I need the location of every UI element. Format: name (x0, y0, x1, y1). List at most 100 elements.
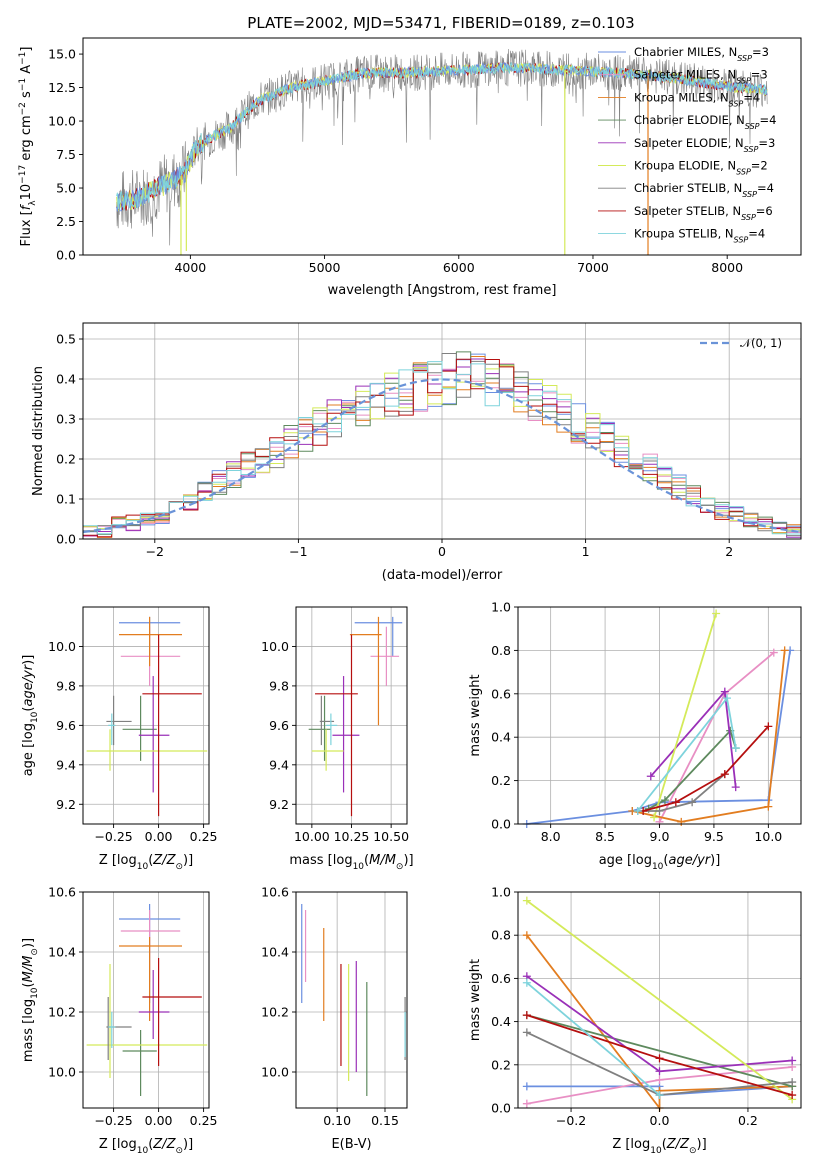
y-tick-label: 0.0 (56, 248, 76, 263)
y-tick-label: 7.5 (56, 147, 76, 162)
weight-line-kroupa-stelib (636, 695, 737, 812)
weight-marker (722, 694, 731, 703)
legend-label: Chabrier ELODIE, NSSP=4 (634, 113, 776, 131)
weight-marker (522, 896, 531, 905)
y-tick-label: 9.2 (269, 797, 289, 812)
weight-marker (764, 722, 773, 731)
x-tick-label: −0.25 (94, 1113, 132, 1128)
x-tick-label: 6000 (443, 260, 475, 275)
mass-weight-vs-age-plot: 8.0 8.5 9.0 9.5 10.0 0.0 0.2 0.4 0.6 0.8 1.0 age [l… (468, 600, 802, 872)
weight-marker (788, 1091, 797, 1100)
y-tick-label: 10.4 (261, 945, 289, 960)
weight-marker (720, 687, 729, 696)
weight-marker (712, 609, 721, 618)
weight-marker (522, 1028, 531, 1037)
y-tick-label: 9.4 (56, 757, 76, 772)
y-axis-label: Normed distribution (31, 366, 46, 496)
legend-label: Chabrier MILES, NSSP=3 (634, 45, 769, 63)
y-tick-label: 10.0 (48, 114, 76, 129)
plot-frame (82, 37, 802, 256)
y-tick-label: 0.0 (491, 817, 511, 832)
y-tick-label: 10.0 (48, 1065, 76, 1080)
x-tick-label: 7000 (577, 260, 609, 275)
weight-marker (655, 1075, 664, 1084)
plot-frame (82, 891, 210, 1109)
weight-marker (655, 1091, 664, 1100)
legend-label: Chabrier STELIB, NSSP=4 (634, 181, 774, 199)
weight-marker (660, 796, 669, 805)
weight-line-kroupa-miles (632, 650, 786, 823)
y-tick-label: 10.0 (261, 639, 289, 654)
x-tick-label: −1 (289, 544, 307, 559)
y-tick-label: 0.3 (56, 412, 76, 427)
x-axis-label: E(B-V) (331, 1137, 371, 1152)
y-tick-label: 5.0 (56, 181, 76, 196)
y-tick-label: 10.4 (48, 945, 76, 960)
x-tick-label: 8000 (711, 260, 743, 275)
y-axis-label: mass [log10(M/M⊙)] (21, 938, 40, 1062)
legend-label: Salpeter STELIB, NSSP=6 (634, 204, 773, 222)
x-tick-label: −2 (146, 544, 164, 559)
weight-line-salpeter-stelib (642, 725, 769, 812)
weight-marker (655, 806, 664, 815)
legend-normal-label: 𝒩(0, 1) (740, 336, 782, 350)
weight-line-kroupa-elodie (526, 899, 793, 1101)
x-tick-label: 0.25 (190, 1113, 218, 1128)
weight-marker (731, 744, 740, 753)
weight-marker (788, 1056, 797, 1065)
histogram-step-kroupa-stelib (83, 361, 801, 535)
y-tick-label: 12.5 (48, 80, 76, 95)
legend-label: Kroupa STELIB, NSSP=4 (634, 227, 765, 245)
x-tick-label: 0.0 (650, 1113, 670, 1128)
x-tick-label: 8.0 (541, 829, 561, 844)
weight-marker (731, 783, 740, 792)
age-vs-metallicity-plot: −0.25 0.00 0.25 9.2 9.4 9.6 9.8 10.0 Z [log10(Z/… (21, 606, 218, 872)
x-axis-label: (data-model)/error (382, 568, 503, 583)
weight-marker (764, 802, 773, 811)
x-tick-label: 0.00 (145, 829, 173, 844)
y-tick-label: 1.0 (491, 600, 511, 615)
spectrum-model-line-kroupa-stelib (116, 61, 768, 211)
weight-marker (780, 646, 789, 655)
weight-marker (522, 1099, 531, 1108)
x-tick-label: 9.5 (704, 829, 724, 844)
weight-marker (522, 1011, 531, 1020)
plot-frame (82, 606, 210, 825)
legend-label: Kroupa MILES, NSSP=4 (634, 90, 760, 108)
y-tick-label: 10.6 (261, 885, 289, 900)
weight-marker (646, 772, 655, 781)
weight-marker (650, 813, 659, 822)
age-vs-mass-plot: 10.00 10.25 10.50 9.2 9.4 9.6 9.8 10.0 mass [log… (261, 606, 414, 872)
x-axis-label: Z [log10(Z/Z⊙)] (99, 1137, 193, 1156)
y-tick-label: 0.8 (491, 643, 511, 658)
mass-vs-reddening-plot: 0.10 0.15 10.0 10.2 10.4 10.6 E(B-V) (261, 885, 408, 1152)
weight-line-chabrier-elodie (648, 728, 737, 810)
y-tick-label: 0.0 (491, 1101, 511, 1116)
weight-marker (788, 1078, 797, 1087)
x-axis-label: Z [log10(Z/Z⊙)] (99, 853, 193, 872)
weight-marker (522, 1082, 531, 1091)
weight-marker (677, 817, 686, 826)
spectrum-model-line-chabrier-miles (116, 62, 768, 212)
x-tick-label: −0.2 (556, 1113, 586, 1128)
x-tick-label: 9.0 (650, 829, 670, 844)
weight-marker (522, 978, 531, 987)
legend-label: Kroupa ELODIE, NSSP=2 (634, 159, 768, 177)
x-tick-label: 0.10 (323, 1113, 351, 1128)
y-tick-label: 0.5 (56, 332, 76, 347)
y-tick-label: 0.1 (56, 492, 76, 507)
y-tick-label: 2.5 (56, 214, 76, 229)
y-tick-label: 10.6 (48, 885, 76, 900)
weight-marker (655, 1054, 664, 1063)
y-tick-label: 10.2 (261, 1005, 289, 1020)
y-axis-label: age [log10(age/yr)] (21, 655, 40, 777)
y-axis-label: mass weight (468, 674, 483, 756)
y-axis-label: mass weight (468, 959, 483, 1041)
y-tick-label: 9.8 (269, 678, 289, 693)
y-tick-label: 0.2 (491, 1057, 511, 1072)
y-tick-label: 10.0 (48, 639, 76, 654)
y-tick-label: 15.0 (48, 47, 76, 62)
x-tick-label: 5000 (309, 260, 341, 275)
y-tick-label: 0.8 (491, 928, 511, 943)
weight-line-chabrier-elodie (526, 1014, 793, 1088)
